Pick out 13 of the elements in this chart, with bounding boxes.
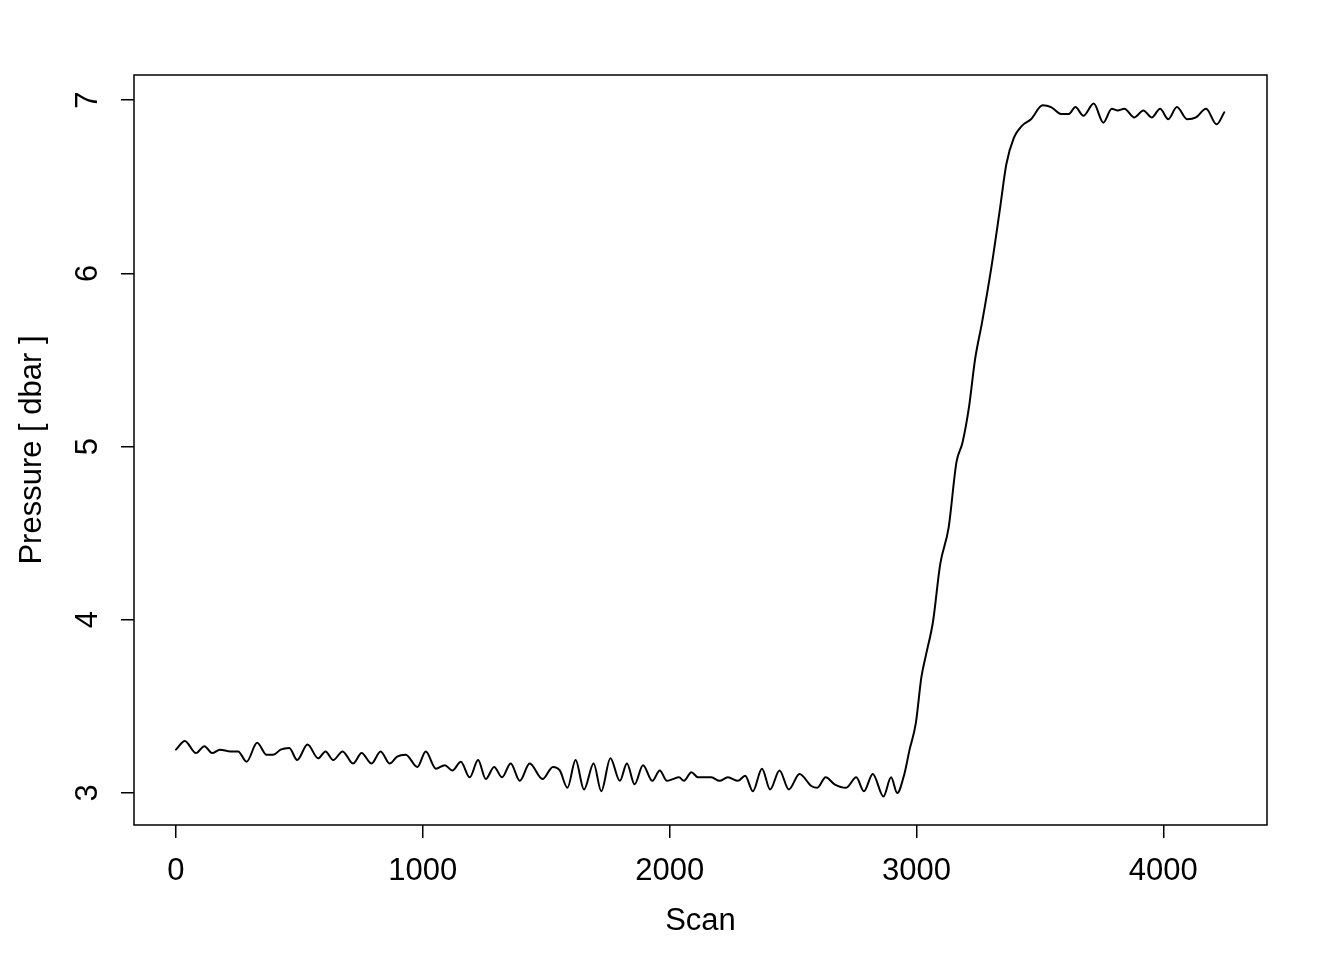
x-tick-label: 3000 [882,852,951,888]
y-tick-label: 6 [68,264,104,282]
y-tick-label: 3 [68,784,104,802]
line-series [174,102,1226,798]
y-axis-title: Pressure [ dbar ] [13,335,49,565]
y-tick-label: 4 [68,611,104,629]
y-tick-label: 7 [68,91,104,109]
x-axis-title: Scan [665,901,736,937]
x-tick-label: 4000 [1128,852,1198,888]
x-tick-label: 0 [167,852,185,888]
x-tick-label: 2000 [635,852,705,888]
y-tick-label: 5 [68,437,104,456]
x-tick-label: 1000 [388,852,458,888]
